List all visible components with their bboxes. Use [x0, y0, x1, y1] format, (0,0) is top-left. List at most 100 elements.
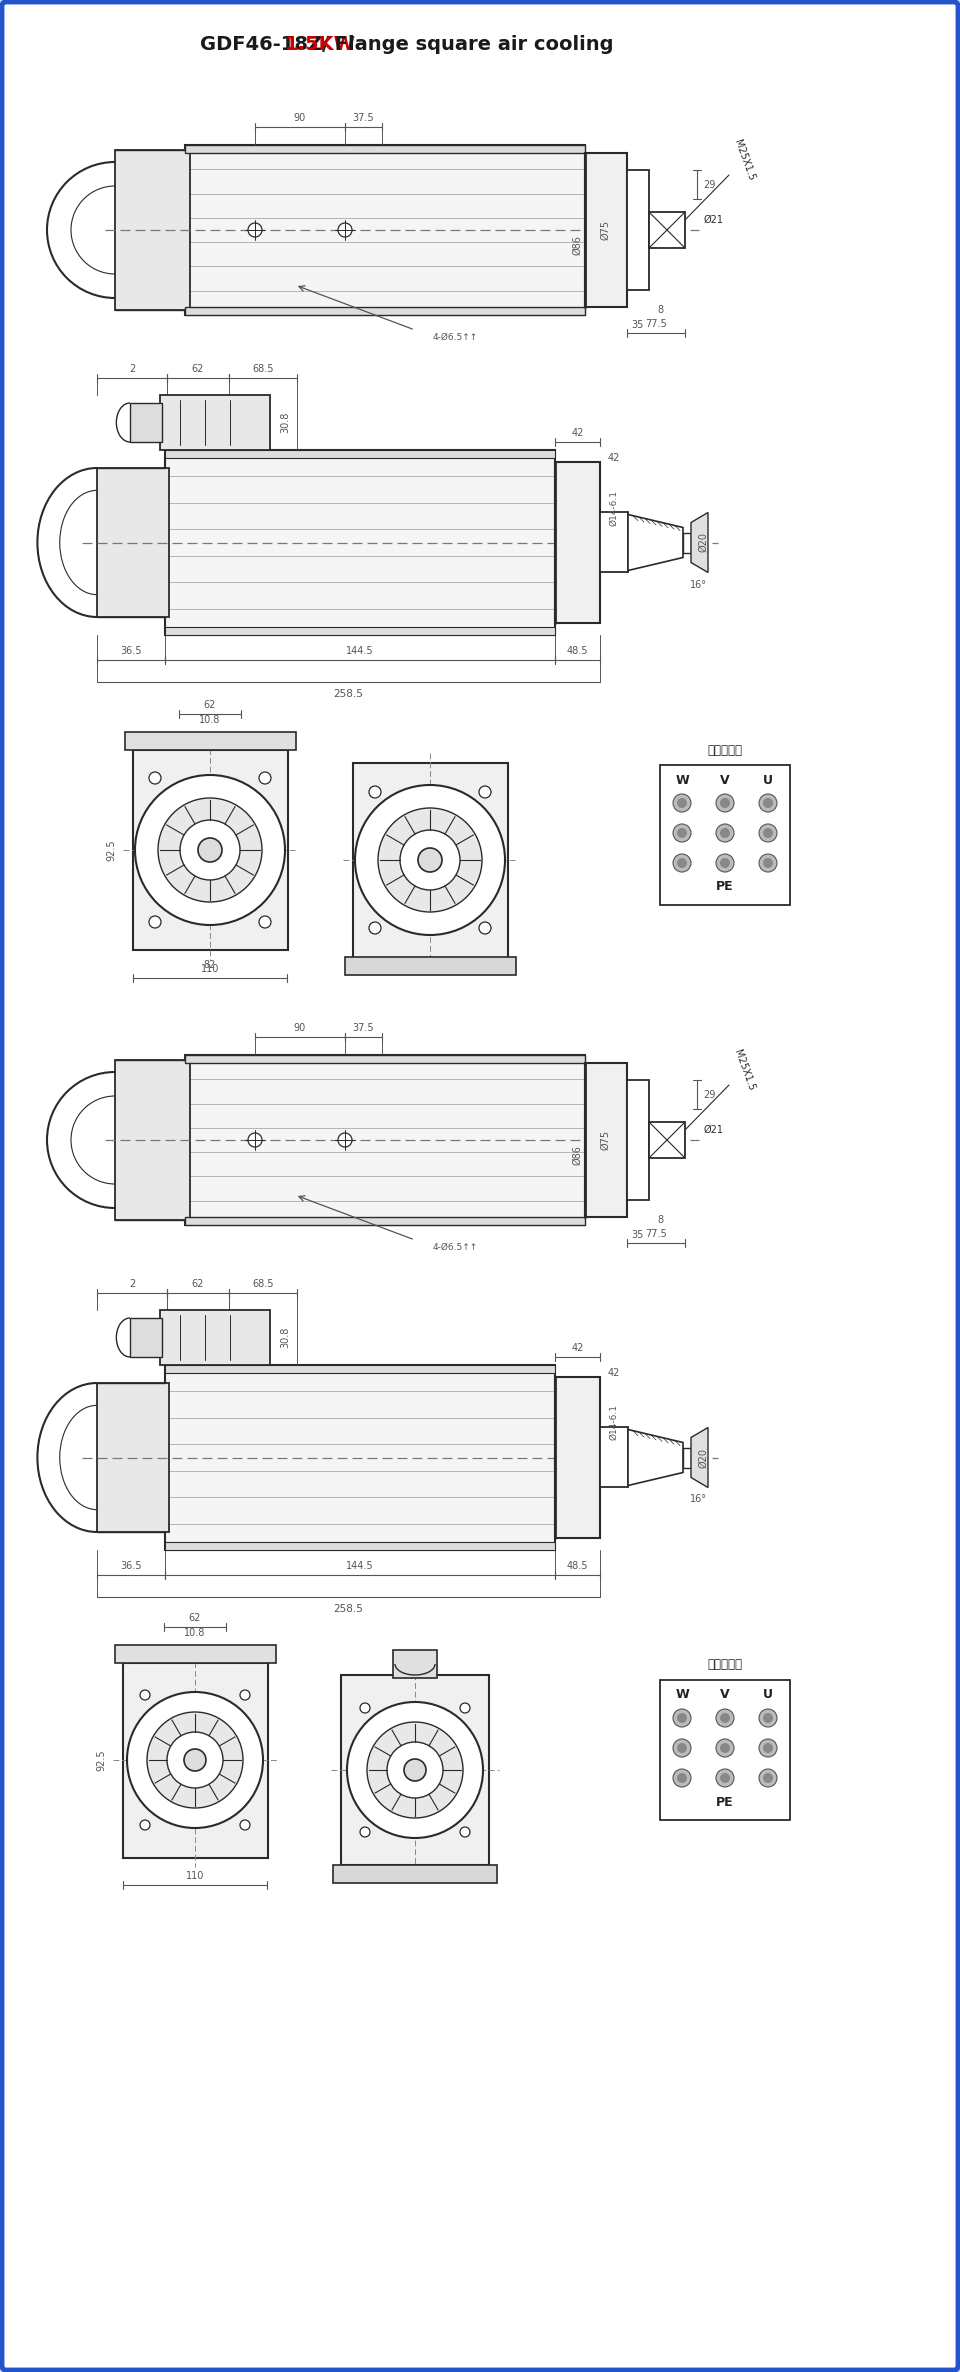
Circle shape — [720, 828, 730, 837]
Bar — [649, 211, 685, 249]
Bar — [683, 1447, 691, 1468]
Polygon shape — [628, 515, 683, 572]
Text: 90: 90 — [294, 1022, 306, 1032]
Text: 8: 8 — [657, 306, 663, 315]
Circle shape — [716, 823, 734, 842]
Text: 1.5KW: 1.5KW — [285, 36, 356, 55]
Circle shape — [240, 1689, 250, 1701]
Bar — [185, 145, 585, 315]
Circle shape — [720, 797, 730, 809]
Text: V: V — [720, 1689, 730, 1701]
Circle shape — [677, 859, 687, 868]
Circle shape — [338, 1134, 352, 1148]
Bar — [555, 1378, 600, 1537]
Circle shape — [759, 795, 777, 811]
Text: Ø21: Ø21 — [704, 1124, 724, 1134]
Circle shape — [759, 854, 777, 873]
Text: Ø75: Ø75 — [600, 221, 610, 240]
Text: 48.5: 48.5 — [566, 645, 588, 657]
Bar — [600, 512, 628, 572]
Bar — [97, 1383, 169, 1532]
Text: 4-Ø6.5↑↑: 4-Ø6.5↑↑ — [433, 1243, 478, 1252]
Bar — [555, 463, 600, 624]
Bar — [165, 626, 555, 636]
Text: 42: 42 — [571, 427, 584, 439]
Bar — [185, 1056, 585, 1224]
Text: Ø75: Ø75 — [600, 1129, 610, 1150]
Bar — [683, 531, 691, 553]
Circle shape — [720, 1772, 730, 1784]
Circle shape — [140, 1689, 150, 1701]
Circle shape — [140, 1819, 150, 1831]
Text: 接线说明图: 接线说明图 — [708, 742, 742, 757]
Text: 62: 62 — [189, 1613, 202, 1622]
Circle shape — [677, 1713, 687, 1722]
Circle shape — [198, 837, 222, 861]
Circle shape — [763, 1713, 773, 1722]
Circle shape — [400, 830, 460, 890]
Circle shape — [367, 1722, 463, 1817]
Circle shape — [759, 823, 777, 842]
Circle shape — [360, 1826, 370, 1836]
Text: 110: 110 — [186, 1872, 204, 1881]
Text: 8: 8 — [657, 1214, 663, 1224]
Text: 258.5: 258.5 — [333, 1603, 364, 1613]
Text: U: U — [763, 773, 773, 788]
Text: 10.8: 10.8 — [200, 714, 221, 726]
Circle shape — [759, 1770, 777, 1786]
Bar — [125, 733, 296, 750]
Text: 36.5: 36.5 — [120, 645, 142, 657]
Circle shape — [360, 1703, 370, 1713]
Circle shape — [460, 1826, 470, 1836]
Bar — [185, 1056, 585, 1063]
Bar — [133, 750, 288, 951]
Text: 110: 110 — [201, 963, 219, 975]
Text: 29: 29 — [703, 180, 715, 190]
Text: 42: 42 — [571, 1343, 584, 1352]
Circle shape — [338, 223, 352, 237]
Text: 37.5: 37.5 — [352, 1022, 374, 1032]
Circle shape — [716, 1739, 734, 1758]
Circle shape — [763, 859, 773, 868]
Text: Ø20: Ø20 — [698, 1447, 708, 1468]
Text: GDF46-18Z/: GDF46-18Z/ — [200, 36, 329, 55]
Bar — [393, 1651, 437, 1677]
Bar — [649, 1122, 685, 1158]
Circle shape — [673, 795, 691, 811]
Circle shape — [720, 1743, 730, 1753]
Text: Ø21: Ø21 — [704, 216, 724, 225]
Circle shape — [673, 1770, 691, 1786]
Text: Ø14-6.1: Ø14-6.1 — [610, 489, 618, 527]
Circle shape — [677, 797, 687, 809]
Bar — [353, 764, 508, 958]
Circle shape — [720, 859, 730, 868]
Bar — [345, 956, 516, 975]
Circle shape — [184, 1748, 206, 1772]
Circle shape — [716, 795, 734, 811]
Bar — [115, 1646, 276, 1663]
Circle shape — [479, 923, 491, 935]
Circle shape — [158, 797, 262, 901]
Text: W: W — [675, 773, 689, 788]
Bar — [333, 1864, 497, 1883]
Text: Flange square air cooling: Flange square air cooling — [327, 36, 613, 55]
Text: 77.5: 77.5 — [645, 318, 667, 330]
Text: 16°: 16° — [689, 1494, 707, 1504]
Text: Ø86: Ø86 — [572, 1146, 582, 1165]
Circle shape — [149, 771, 161, 785]
Circle shape — [147, 1713, 243, 1807]
Text: 68.5: 68.5 — [252, 1279, 274, 1288]
Text: 62: 62 — [204, 700, 216, 709]
Bar — [627, 171, 649, 289]
Circle shape — [127, 1691, 263, 1829]
Circle shape — [259, 771, 271, 785]
Text: 92.5: 92.5 — [96, 1748, 106, 1772]
Text: 144.5: 144.5 — [347, 645, 373, 657]
Circle shape — [677, 1772, 687, 1784]
Circle shape — [369, 785, 381, 797]
Bar — [165, 1542, 555, 1549]
Bar — [585, 154, 627, 306]
Text: 10.8: 10.8 — [184, 1627, 205, 1639]
Circle shape — [763, 797, 773, 809]
Polygon shape — [628, 1430, 683, 1485]
